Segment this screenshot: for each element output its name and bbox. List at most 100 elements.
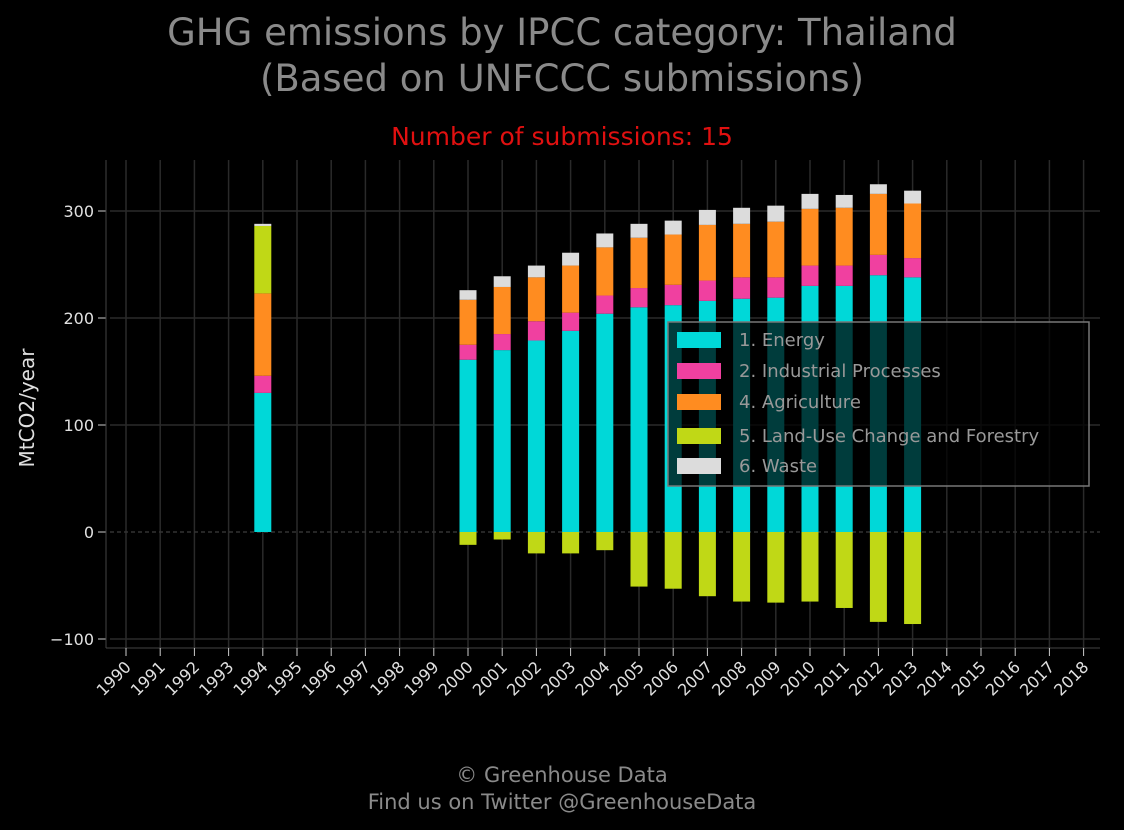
bar-segment bbox=[664, 234, 682, 285]
bar-segment bbox=[835, 532, 853, 608]
bar-segment bbox=[835, 265, 853, 286]
x-tick-label: 1990 bbox=[93, 657, 135, 699]
x-tick-label: 2014 bbox=[913, 657, 955, 699]
bar-segment bbox=[630, 223, 648, 238]
bar-segment bbox=[596, 295, 614, 314]
footer: © Greenhouse Data Find us on Twitter @Gr… bbox=[0, 762, 1124, 816]
x-tick-label: 1996 bbox=[298, 657, 340, 699]
x-tick-label: 2008 bbox=[708, 657, 750, 699]
legend-swatch bbox=[677, 332, 721, 348]
legend-label: 2. Industrial Processes bbox=[739, 361, 941, 382]
bar-segment bbox=[630, 288, 648, 308]
bar-segment bbox=[596, 313, 614, 532]
legend-swatch bbox=[677, 428, 721, 444]
x-tick-label: 2001 bbox=[469, 657, 511, 699]
legend-label: 6. Waste bbox=[739, 456, 817, 477]
bar-segment bbox=[527, 532, 545, 554]
y-tick-label: −100 bbox=[50, 630, 94, 649]
bar-segment bbox=[527, 265, 545, 278]
bar-segment bbox=[904, 190, 922, 204]
bar-segment bbox=[664, 284, 682, 306]
bar-segment bbox=[664, 220, 682, 235]
legend-box bbox=[667, 321, 1090, 487]
bar-segment bbox=[767, 221, 785, 278]
bar-segment bbox=[596, 233, 614, 248]
chart-title-line2: (Based on UNFCCC submissions) bbox=[259, 57, 865, 100]
bar-segment bbox=[459, 532, 477, 545]
bar-segment bbox=[869, 532, 887, 622]
bar-segment bbox=[698, 224, 716, 281]
y-tick-label: 0 bbox=[84, 523, 94, 542]
legend-label: 5. Land-Use Change and Forestry bbox=[739, 426, 1039, 447]
bar-segment bbox=[698, 209, 716, 225]
x-tick-label: 2007 bbox=[674, 657, 716, 699]
legend-swatch bbox=[677, 458, 721, 474]
bar-segment bbox=[733, 277, 751, 299]
x-tick-label: 2015 bbox=[948, 657, 990, 699]
bar-segment bbox=[801, 532, 819, 602]
x-tick-label: 2012 bbox=[845, 657, 887, 699]
bar-segment bbox=[733, 207, 751, 224]
bar-segment bbox=[254, 225, 272, 294]
bar-segment bbox=[493, 276, 511, 287]
x-tick-label: 1999 bbox=[400, 657, 442, 699]
bar-segment bbox=[459, 299, 477, 345]
bar-segment bbox=[493, 286, 511, 335]
y-tick-label: 100 bbox=[63, 416, 94, 435]
chart-svg: −100010020030019901991199219931994199519… bbox=[15, 160, 1100, 700]
bar-segment bbox=[630, 237, 648, 289]
x-tick-label: 2002 bbox=[503, 657, 545, 699]
x-tick-label: 1992 bbox=[161, 657, 203, 699]
bar-segment bbox=[527, 277, 545, 322]
x-tick-label: 1991 bbox=[127, 657, 169, 699]
x-tick-label: 2017 bbox=[1016, 657, 1058, 699]
bar-segment bbox=[835, 207, 853, 266]
legend-swatch bbox=[677, 394, 721, 410]
bar-segment bbox=[254, 375, 272, 393]
bar-segment bbox=[254, 392, 272, 532]
bar-segment bbox=[596, 247, 614, 296]
bar-segment bbox=[630, 532, 648, 587]
x-tick-label: 2013 bbox=[879, 657, 921, 699]
bar-segment bbox=[664, 532, 682, 589]
chart-title-line1: GHG emissions by IPCC category: Thailand bbox=[167, 11, 957, 54]
legend: 1. Energy 2. Industrial Processes 4. Agric… bbox=[667, 321, 1090, 487]
bar-segment bbox=[835, 194, 853, 208]
legend-label: 4. Agriculture bbox=[739, 392, 861, 413]
x-tick-label: 2000 bbox=[435, 657, 477, 699]
bar-segment bbox=[767, 532, 785, 603]
bar-segment bbox=[562, 312, 580, 331]
y-tick-label: 300 bbox=[63, 202, 94, 221]
bar-segment bbox=[254, 223, 272, 226]
chart-title: GHG emissions by IPCC category: Thailand… bbox=[0, 10, 1124, 102]
chart-subtitle: Number of submissions: 15 bbox=[391, 122, 733, 151]
bar-segment bbox=[459, 290, 477, 300]
x-tick-label: 1994 bbox=[229, 657, 271, 699]
x-tick-label: 2006 bbox=[640, 657, 682, 699]
bar-segment bbox=[698, 532, 716, 597]
bar-segment bbox=[562, 252, 580, 266]
x-tick-label: 1993 bbox=[195, 657, 237, 699]
x-tick-label: 2011 bbox=[811, 657, 853, 699]
bar-segment bbox=[562, 330, 580, 532]
bar-segment bbox=[698, 280, 716, 301]
bar-segment bbox=[527, 321, 545, 341]
bar-segment bbox=[493, 532, 511, 540]
y-tick-label: 200 bbox=[63, 309, 94, 328]
y-axis-title: MtCO2/year bbox=[15, 348, 39, 468]
x-tick-label: 1995 bbox=[264, 657, 306, 699]
bar-segment bbox=[527, 340, 545, 532]
bar-segment bbox=[767, 277, 785, 298]
x-tick-label: 2016 bbox=[982, 657, 1024, 699]
bar-segment bbox=[869, 254, 887, 276]
legend-swatch bbox=[677, 363, 721, 379]
bar-segment bbox=[459, 359, 477, 532]
x-tick-label: 2003 bbox=[537, 657, 579, 699]
x-tick-label: 2005 bbox=[606, 657, 648, 699]
bar-segment bbox=[904, 532, 922, 625]
bar-segment bbox=[493, 350, 511, 532]
bar-segment bbox=[767, 205, 785, 222]
bar-segment bbox=[904, 203, 922, 259]
bar-segment bbox=[254, 293, 272, 376]
legend-label: 1. Energy bbox=[739, 330, 825, 351]
